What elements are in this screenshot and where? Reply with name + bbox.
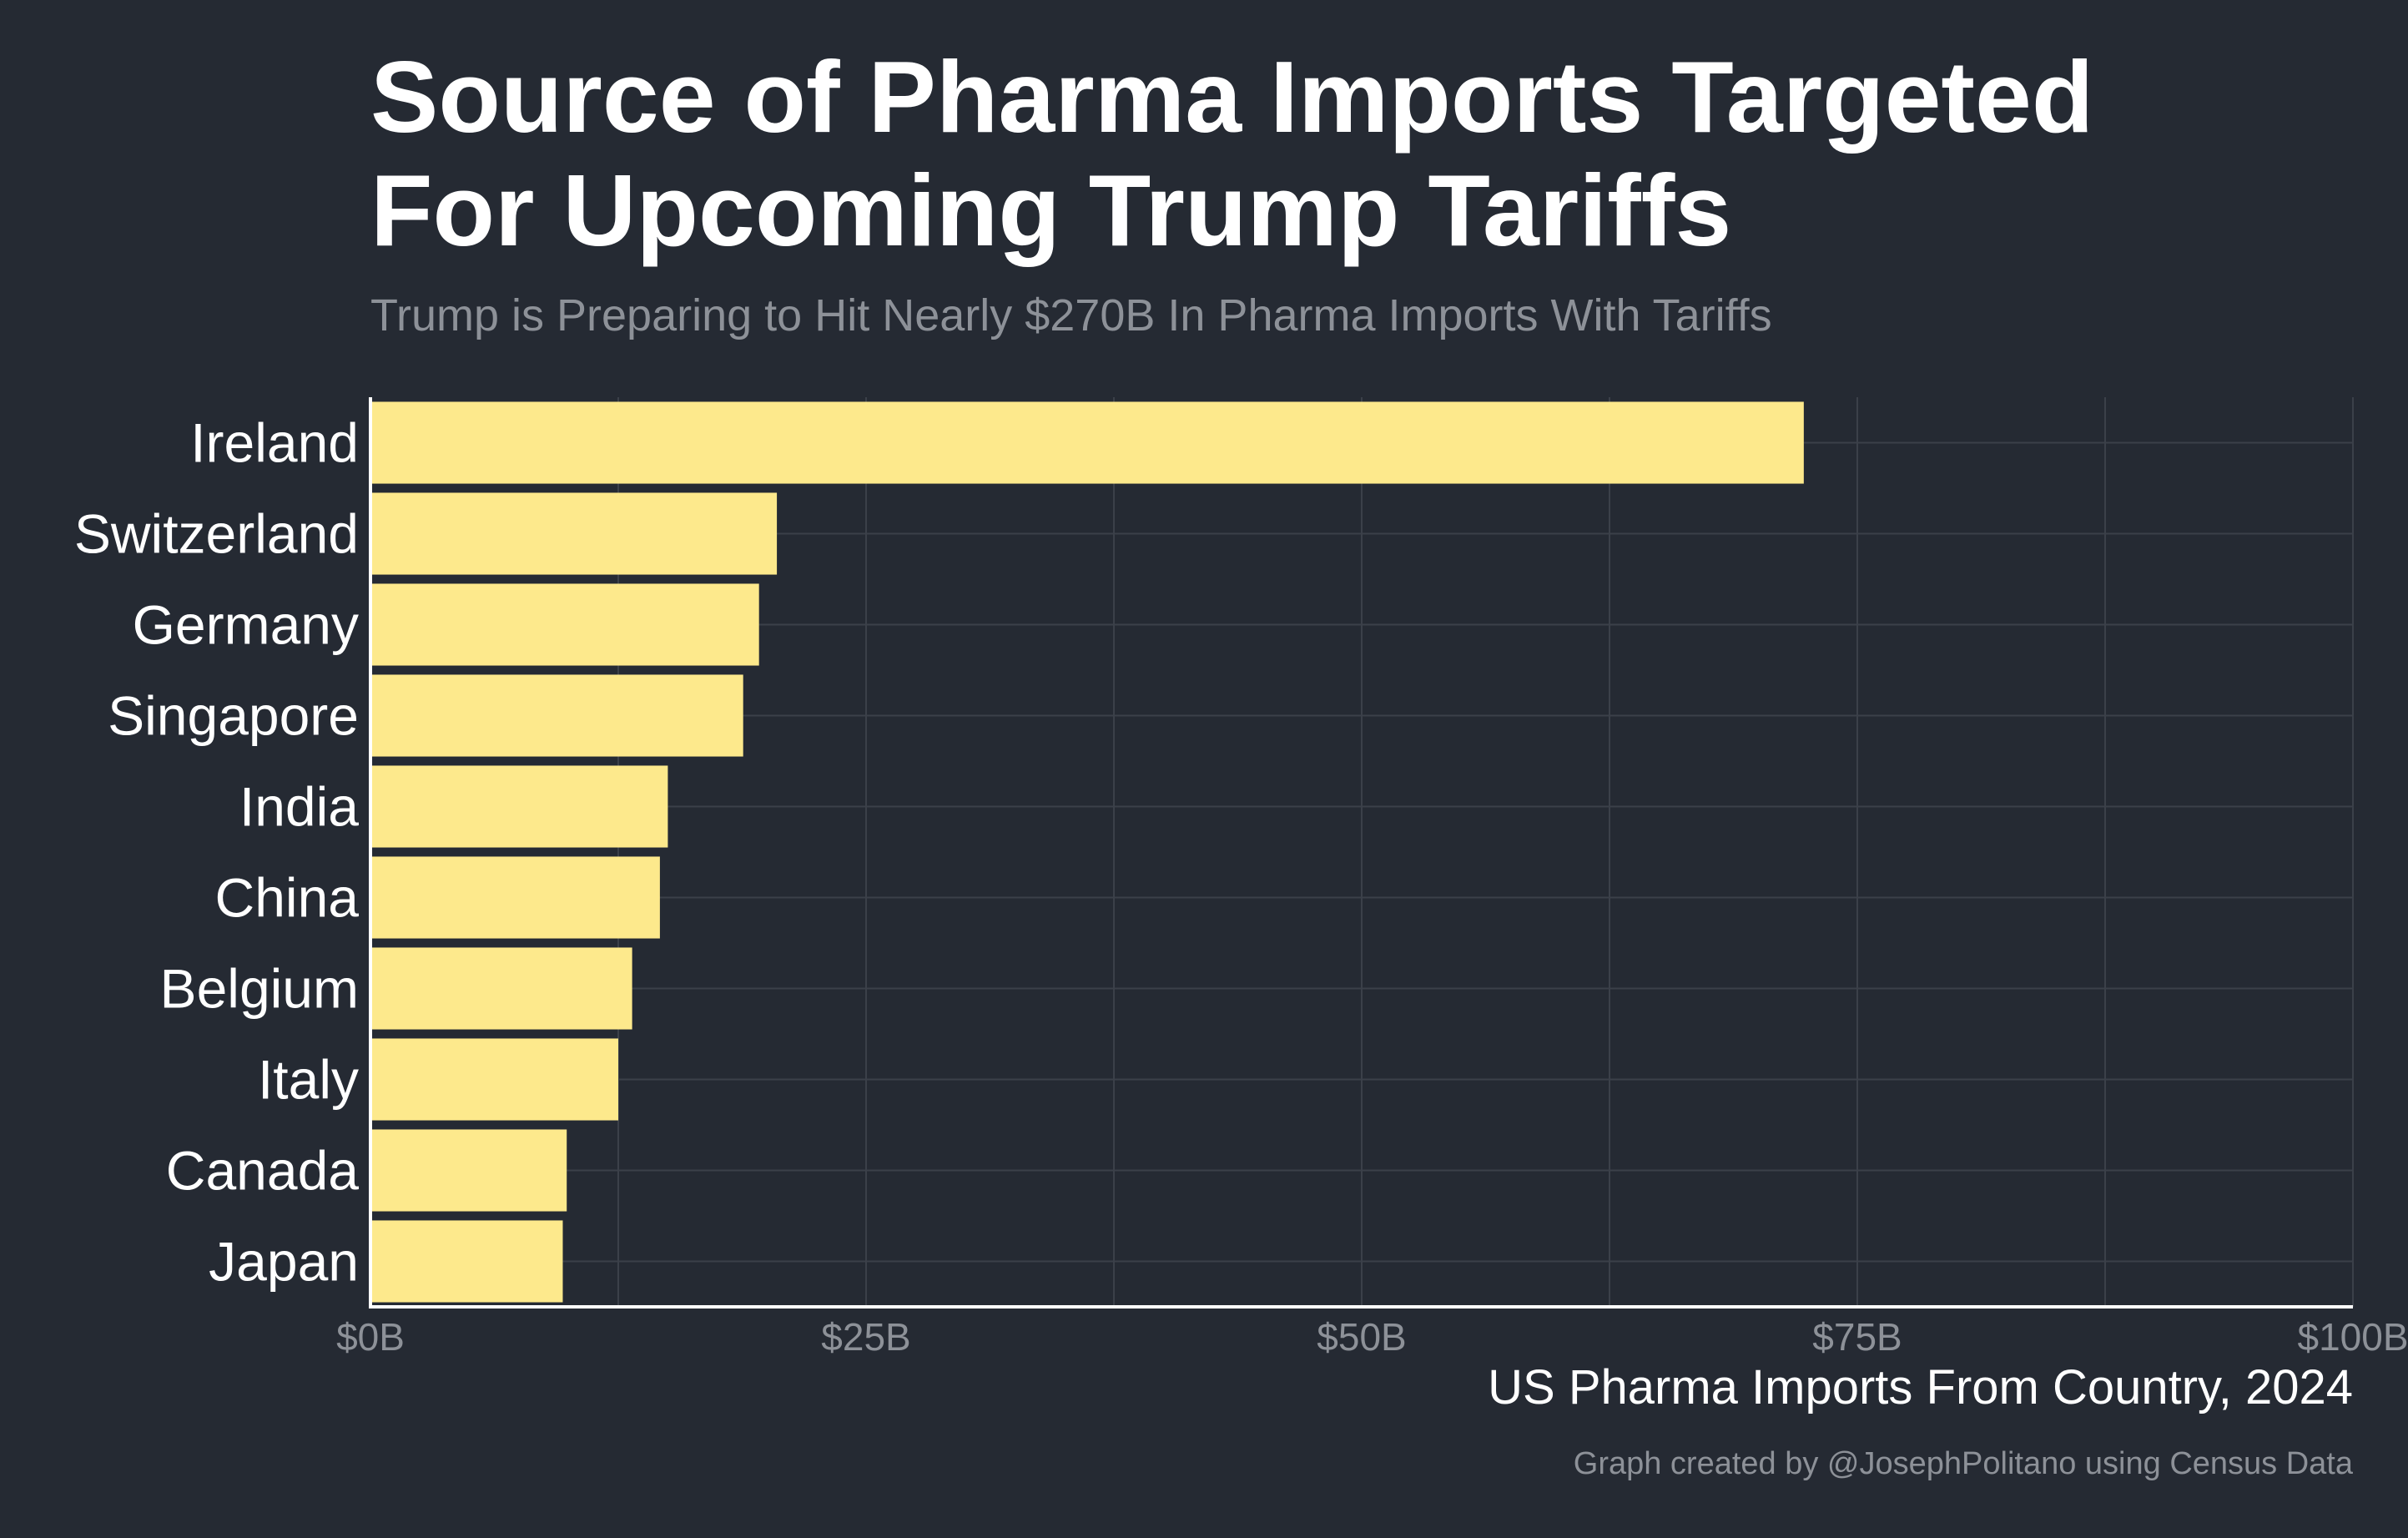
category-label-ireland: Ireland [190, 412, 359, 474]
bar-india [370, 765, 668, 848]
category-label-belgium: Belgium [160, 958, 359, 1020]
bar-singapore [370, 674, 743, 757]
bar-switzerland [370, 492, 778, 575]
category-label-canada: Canada [166, 1140, 359, 1202]
category-label-japan: Japan [209, 1231, 359, 1293]
x-tick-label: $25B [821, 1315, 910, 1359]
bar-ireland [370, 401, 1804, 484]
bar-germany [370, 583, 759, 666]
x-tick-label: $0B [336, 1315, 405, 1359]
chart-title: Source of Pharma Imports Targeted For Up… [370, 40, 2094, 267]
category-label-india: India [239, 776, 359, 838]
bar-canada [370, 1129, 567, 1212]
x-tick-label: $50B [1317, 1315, 1406, 1359]
x-tick-label: $75B [1812, 1315, 1902, 1359]
x-tick-label: $100B [2297, 1315, 2408, 1359]
bar-layer [370, 401, 1804, 1303]
category-label-germany: Germany [133, 594, 359, 656]
bar-japan [370, 1220, 563, 1303]
bar-belgium [370, 947, 632, 1030]
category-label-switzerland: Switzerland [74, 503, 359, 565]
bar-italy [370, 1038, 618, 1121]
label-layer: Ireland Switzerland Germany Singapore India C… [74, 412, 2408, 1359]
chart-caption: Graph created by @JosephPolitano using C… [1573, 1446, 2353, 1481]
bar-china [370, 856, 660, 939]
category-label-singapore: Singapore [108, 685, 359, 747]
chart-subtitle: Trump is Preparing to Hit Nearly $270B I… [370, 290, 1772, 340]
axis-layer [369, 397, 2353, 1309]
x-axis-label: US Pharma Imports From Country, 2024 [1488, 1360, 2353, 1414]
category-label-china: China [215, 867, 360, 929]
category-label-italy: Italy [258, 1049, 359, 1111]
